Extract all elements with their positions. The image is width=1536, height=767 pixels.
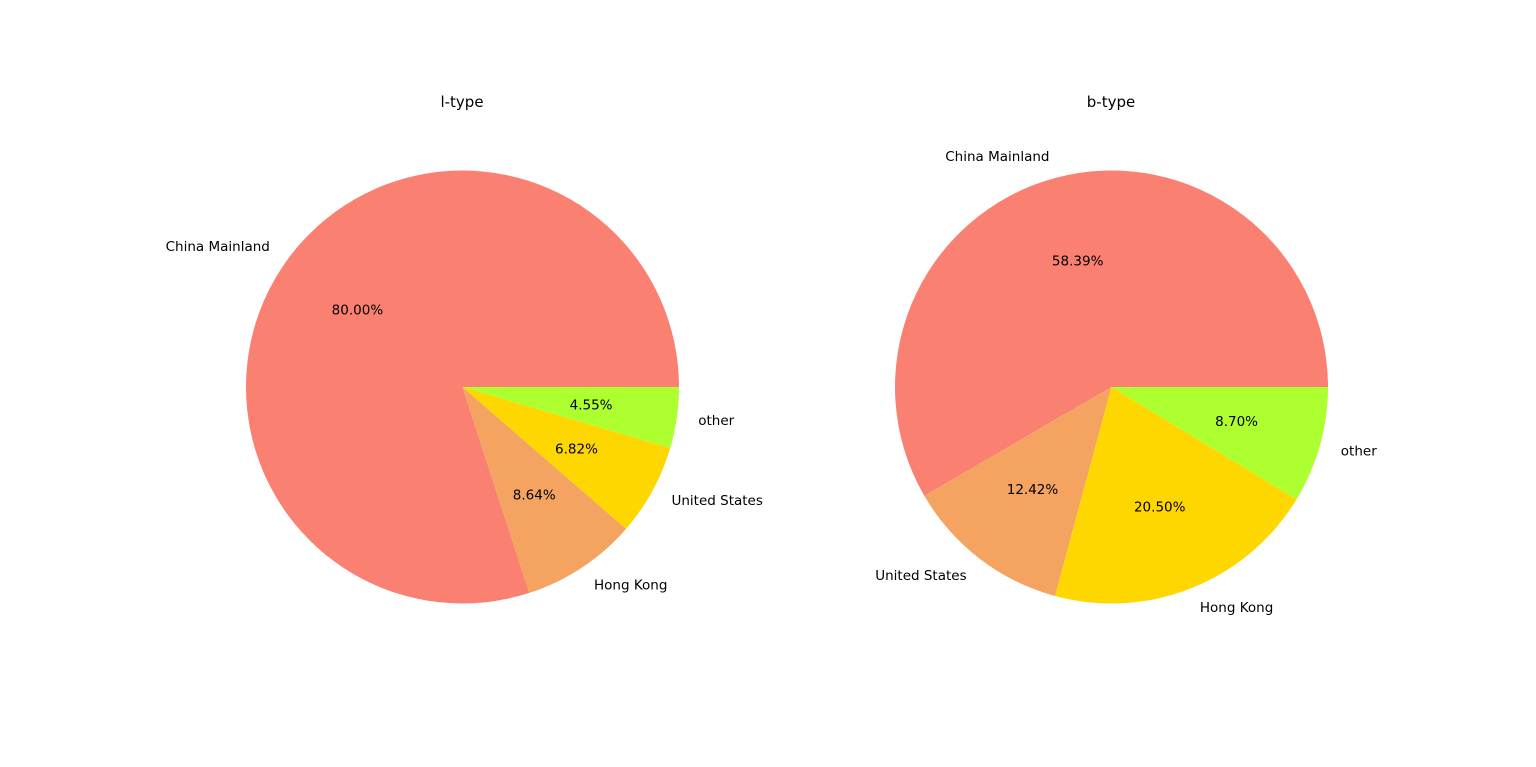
pie-chart-b-type: b-type China Mainland 58.39% United States… [875,93,1377,616]
slice-label: other [1341,443,1377,459]
slice-label: China Mainland [945,149,1049,165]
slice-label: other [698,413,734,429]
pie-slice [924,387,1112,597]
slice-percent-label: 6.82% [555,441,598,457]
slice-percent-label: 80.00% [332,303,384,319]
slice-percent-label: 20.50% [1134,500,1186,516]
slice-label: United States [671,493,762,509]
labels-b-type: China Mainland 58.39% United States 12.42% H… [875,149,1377,616]
slice-label: United States [875,568,966,584]
pie-slice [1111,387,1328,500]
slice-label: Hong Kong [594,578,667,594]
slice-percent-label: 4.55% [570,398,613,414]
chart-title-b-type: b-type [1087,93,1135,111]
pie-slice [895,170,1329,496]
labels-l-type: China Mainland 80.00% Hong Kong 8.64% United… [166,239,763,594]
pie-chart-l-type: l-type China Mainland 80.00% Hong Kong 8.64… [166,93,763,604]
chart-title-l-type: l-type [440,93,483,111]
pie-slice [462,387,627,593]
pie-slice [462,387,671,529]
slice-label: China Mainland [166,239,270,255]
slices-b-type [895,170,1329,604]
slices-l-type [245,170,680,604]
pie-slice [462,387,679,449]
pie-slice [1055,387,1297,604]
slice-percent-label: 8.64% [513,487,556,503]
slice-percent-label: 8.70% [1215,414,1258,430]
slice-percent-label: 58.39% [1052,254,1104,270]
slice-percent-label: 12.42% [1007,482,1059,498]
slice-label: Hong Kong [1200,600,1273,616]
